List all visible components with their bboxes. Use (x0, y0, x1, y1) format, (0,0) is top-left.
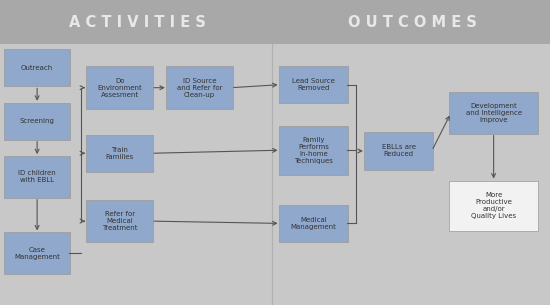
FancyBboxPatch shape (364, 132, 433, 170)
FancyBboxPatch shape (449, 92, 538, 134)
FancyBboxPatch shape (279, 126, 348, 175)
Text: Train
Families: Train Families (106, 147, 134, 160)
Text: Refer for
Medical
Treatment: Refer for Medical Treatment (102, 211, 138, 231)
Text: Medical
Management: Medical Management (290, 217, 337, 230)
Text: ID children
with EBLL: ID children with EBLL (18, 170, 56, 183)
FancyBboxPatch shape (279, 66, 348, 103)
FancyBboxPatch shape (279, 205, 348, 242)
FancyBboxPatch shape (86, 66, 153, 109)
FancyBboxPatch shape (4, 232, 70, 274)
Text: A C T I V I T I E S: A C T I V I T I E S (69, 15, 206, 30)
Text: Family
Performs
In-home
Techniques: Family Performs In-home Techniques (294, 137, 333, 164)
FancyBboxPatch shape (4, 103, 70, 140)
Text: EBLLs are
Reduced: EBLLs are Reduced (382, 145, 416, 157)
FancyBboxPatch shape (86, 135, 153, 172)
Text: O U T C O M E S: O U T C O M E S (348, 15, 477, 30)
Bar (0, 0, 550, 44)
Text: Screening: Screening (20, 118, 54, 124)
Text: Case
Management: Case Management (14, 247, 60, 260)
Text: Do
Environment
Assesment: Do Environment Assesment (97, 78, 142, 98)
FancyBboxPatch shape (4, 49, 70, 86)
Text: Lead Source
Removed: Lead Source Removed (292, 78, 335, 91)
FancyBboxPatch shape (4, 156, 70, 198)
FancyBboxPatch shape (449, 181, 538, 231)
Text: ID Source
and Refer for
Clean-up: ID Source and Refer for Clean-up (177, 78, 222, 98)
FancyBboxPatch shape (86, 200, 153, 242)
Text: Development
and Intelligence
Improve: Development and Intelligence Improve (465, 103, 522, 123)
Text: Outreach: Outreach (21, 65, 53, 71)
Text: More
Productive
and/or
Quality Lives: More Productive and/or Quality Lives (471, 192, 516, 219)
FancyBboxPatch shape (166, 66, 233, 109)
